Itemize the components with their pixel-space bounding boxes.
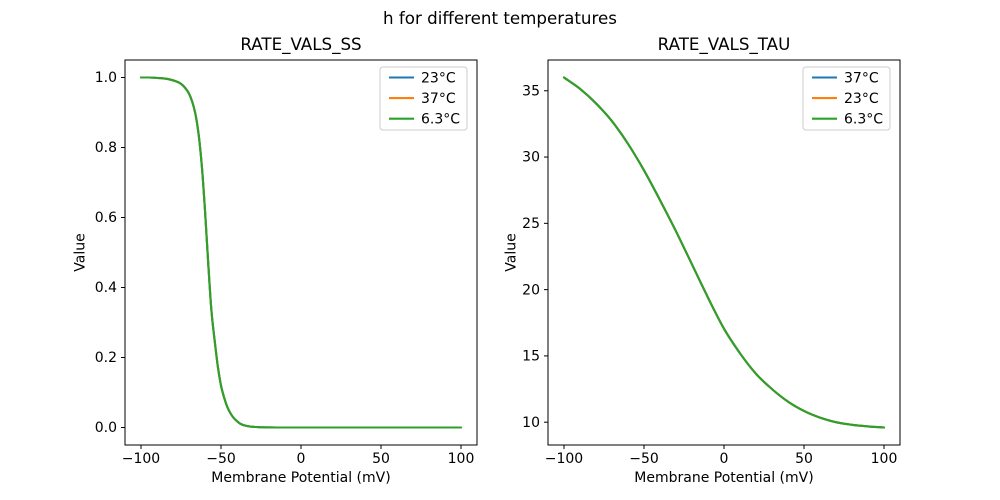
- series-line-6.3c: [562, 76, 886, 429]
- x-tick-label: 50: [372, 451, 390, 467]
- figure-suptitle: h for different temperatures: [383, 8, 617, 28]
- legend-frame: [802, 66, 891, 131]
- subplot-title: RATE_VALS_TAU: [658, 34, 791, 55]
- x-axis-label: Membrane Potential (mV): [211, 470, 390, 486]
- subplot-rate-vals-ss: −100 −50 0 50 100 0.0 0.2 0.4 0.6 0.8 1.0 Membrane …: [73, 34, 478, 486]
- y-axis: 10 15 20 25 30 35: [522, 83, 548, 431]
- y-tick-label: 25: [522, 216, 540, 232]
- legend-label: 6.3°C: [421, 112, 460, 128]
- x-tick-label: −100: [122, 451, 160, 467]
- legend-frame: [379, 66, 468, 131]
- legend-label: 6.3°C: [844, 112, 883, 128]
- y-tick-label: 35: [522, 83, 540, 99]
- x-tick-label: 0: [297, 451, 306, 467]
- x-tick-label: 100: [871, 451, 898, 467]
- legend-label: 23°C: [844, 91, 879, 107]
- y-tick-label: 1.0: [95, 70, 117, 86]
- x-tick-label: −100: [545, 451, 583, 467]
- series-group: [139, 76, 463, 429]
- x-tick-label: 50: [795, 451, 813, 467]
- y-tick-label: 0.2: [95, 350, 117, 366]
- x-tick-label: −50: [206, 451, 236, 467]
- legend: 37°C 23°C 6.3°C: [802, 66, 891, 131]
- y-tick-label: 20: [522, 282, 540, 298]
- legend-label: 23°C: [421, 71, 456, 87]
- subplot-title: RATE_VALS_SS: [240, 34, 361, 55]
- subplot-rate-vals-tau: −100 −50 0 50 100 10 15 20 25 30 35 Membrane Potent…: [503, 34, 901, 486]
- y-tick-label: 0.0: [95, 420, 117, 436]
- x-tick-label: 0: [720, 451, 729, 467]
- y-tick-label: 0.4: [95, 280, 117, 296]
- y-axis: 0.0 0.2 0.4 0.6 0.8 1.0: [95, 70, 125, 436]
- x-axis-label: Membrane Potential (mV): [634, 470, 813, 486]
- y-axis-label: Value: [73, 233, 89, 271]
- y-tick-label: 0.6: [95, 210, 117, 226]
- x-tick-label: −50: [629, 451, 659, 467]
- y-tick-label: 15: [522, 349, 540, 365]
- legend: 23°C 37°C 6.3°C: [379, 66, 468, 131]
- y-tick-label: 0.8: [95, 140, 117, 156]
- y-tick-label: 30: [522, 150, 540, 166]
- legend-label: 37°C: [421, 91, 456, 107]
- series-group: [562, 76, 886, 429]
- series-line-6.3c: [139, 76, 463, 429]
- legend-label: 37°C: [844, 71, 879, 87]
- y-axis-label: Value: [503, 233, 519, 271]
- x-axis: −100 −50 0 50 100: [545, 445, 898, 467]
- x-tick-label: 100: [448, 451, 475, 467]
- y-tick-label: 10: [522, 415, 540, 431]
- x-axis: −100 −50 0 50 100: [122, 445, 475, 467]
